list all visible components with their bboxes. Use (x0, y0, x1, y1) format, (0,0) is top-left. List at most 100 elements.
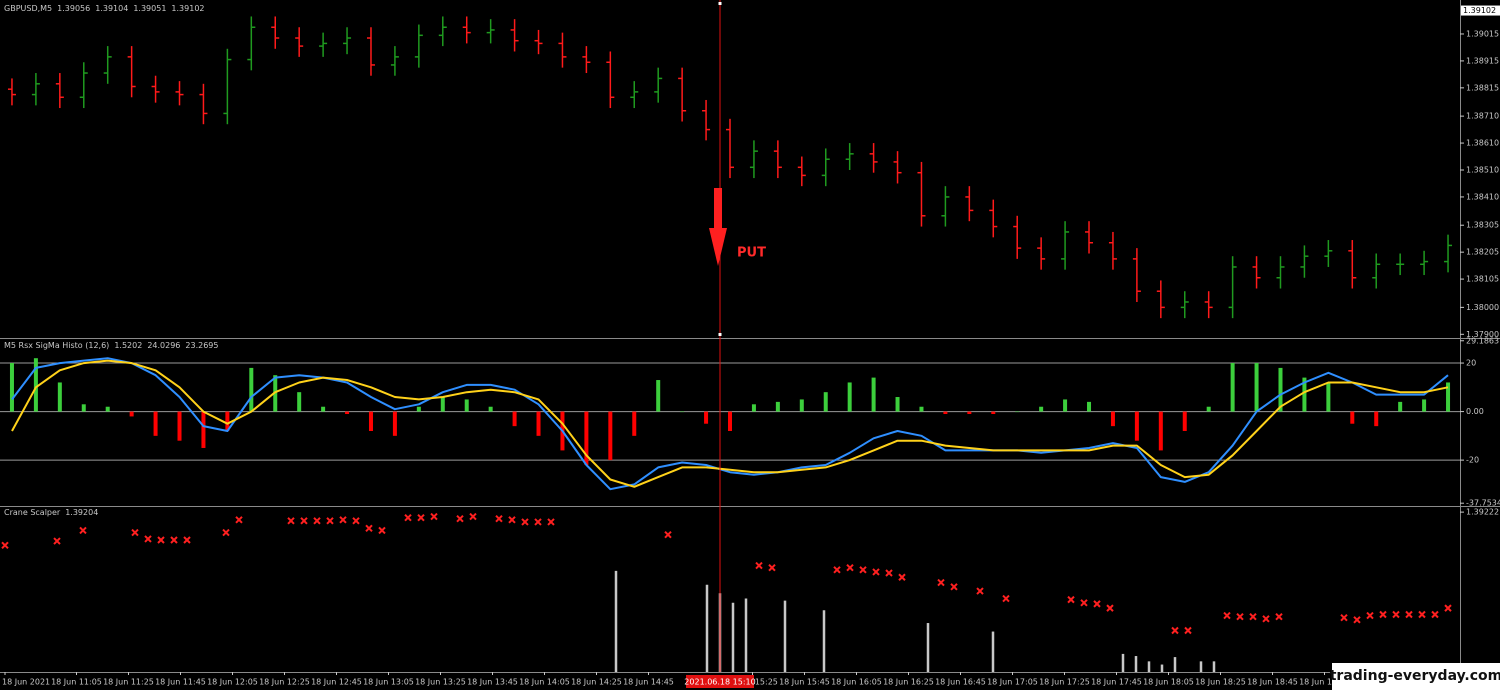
crosshair-label: 2021.06.18 15:10 (684, 678, 755, 687)
histogram-bar (967, 411, 972, 415)
y-tick-label: 1.38710 (1466, 112, 1499, 121)
signal-cross (521, 518, 529, 526)
signal-label: PUT (737, 246, 766, 261)
panel-header: Crane Scalper 1.39204 (4, 508, 98, 517)
y-tick-label: 1.38815 (1466, 83, 1499, 92)
x-tick-label: 18 Jun 11:25 (103, 678, 154, 687)
histogram-bar (608, 411, 613, 461)
histogram-bar (536, 411, 541, 436)
signal-cross (183, 536, 191, 544)
signal-cross (339, 516, 347, 524)
signal-cross (1080, 599, 1088, 607)
signal-cross (144, 535, 152, 543)
signal-cross (287, 517, 295, 525)
signal-cross (1171, 626, 1179, 635)
arrow-head (709, 228, 727, 266)
signal-cross (404, 513, 412, 522)
signal-cross (1340, 614, 1348, 622)
signal-cross (833, 566, 841, 574)
y-tick-label: -37.7534 (1466, 499, 1500, 508)
signal-cross (755, 561, 763, 570)
signal-cross (170, 536, 178, 544)
signal-cross (1392, 610, 1400, 619)
histogram-bar (1182, 411, 1187, 431)
y-tick-label: 1.39222 (1466, 508, 1499, 517)
signal-cross (859, 566, 867, 574)
signal-cross (157, 536, 165, 544)
y-tick-label: 1.38205 (1466, 248, 1499, 257)
histogram-bar (632, 411, 637, 436)
x-tick-label: 18 Jun 18:05 (1143, 678, 1194, 687)
x-tick-label: 18 Jun 11:45 (155, 678, 206, 687)
signal-cross (456, 515, 464, 523)
signal-cross (235, 516, 243, 524)
panel-title: Crane Scalper (4, 508, 61, 517)
histogram-bar (201, 411, 206, 448)
panel-info-value: 1.39051 (133, 4, 166, 13)
histogram-bar (177, 411, 182, 441)
histogram-bar (1398, 401, 1403, 412)
signal-cross (846, 563, 854, 572)
x-tick-label: 18 Jun 14:45 (623, 678, 674, 687)
panel-header: M5 Rsx SigMa Histo (12,6) 1.5202 24.0296 23… (4, 341, 219, 350)
signal-cross (326, 517, 334, 525)
watermark-box (1332, 663, 1500, 690)
signal-cross (508, 516, 516, 524)
histogram-bar (704, 411, 709, 424)
signal-cross (378, 526, 386, 535)
histogram-bar (512, 411, 517, 427)
signal-cross (534, 518, 542, 526)
histogram-bar (129, 411, 134, 417)
signal-cross (768, 563, 776, 572)
signal-cross (1, 541, 9, 550)
y-tick-label: 1.38305 (1466, 221, 1499, 230)
x-tick-label: 18 Jun 13:05 (363, 678, 414, 687)
signal-cross (1379, 610, 1387, 619)
signal-cross (79, 526, 87, 535)
histogram-bar (1302, 377, 1307, 412)
x-tick-label: 18 Jun 17:05 (987, 678, 1038, 687)
y-tick-label: -20 (1466, 456, 1479, 465)
indicator-line (11, 359, 1449, 488)
histogram-bar (1374, 411, 1379, 427)
x-tick-label: 18 Jun 13:45 (467, 678, 518, 687)
histogram-bar (1110, 411, 1115, 427)
signal-cross (1249, 612, 1257, 621)
signal-cross (313, 517, 321, 525)
panel-info-value: 24.0296 (147, 341, 180, 350)
x-tick-label: 18 Jun 17:45 (1091, 678, 1142, 687)
histogram-bar (1087, 401, 1092, 412)
x-tick-label: 18 Jun 19:05 (1299, 678, 1350, 687)
signal-cross (885, 569, 893, 577)
histogram-bar (847, 382, 852, 412)
signal-cross (1236, 612, 1244, 621)
histogram-bar (656, 380, 661, 412)
signal-cross (469, 512, 477, 521)
panel-title: M5 Rsx SigMa Histo (12,6) (4, 341, 109, 350)
signal-cross (430, 512, 438, 521)
histogram-bar (1134, 411, 1139, 441)
histogram-bar (1446, 382, 1451, 412)
crosshair-dot (718, 2, 722, 5)
histogram-bar (1230, 363, 1235, 412)
histogram-bar (1278, 367, 1283, 412)
histogram-bar (81, 404, 86, 412)
histogram-bar (368, 411, 373, 431)
signal-cross (1106, 604, 1114, 612)
histogram-bar (57, 382, 62, 412)
histogram-bar (297, 392, 302, 412)
signal-cross (872, 568, 880, 576)
histogram-bar (1063, 399, 1068, 412)
signal-cross (1431, 610, 1439, 619)
panel-info-value: 23.2695 (185, 341, 218, 350)
panel-info-value: 1.39056 (57, 4, 90, 13)
signal-cross (1262, 615, 1270, 623)
signal-cross (547, 518, 555, 526)
panel-info-value: 1.5202 (114, 341, 142, 350)
x-tick-label: 18 Jun 15:45 (779, 678, 830, 687)
signal-cross (365, 524, 373, 532)
histogram-bar (225, 411, 230, 431)
histogram-bar (1422, 399, 1427, 412)
